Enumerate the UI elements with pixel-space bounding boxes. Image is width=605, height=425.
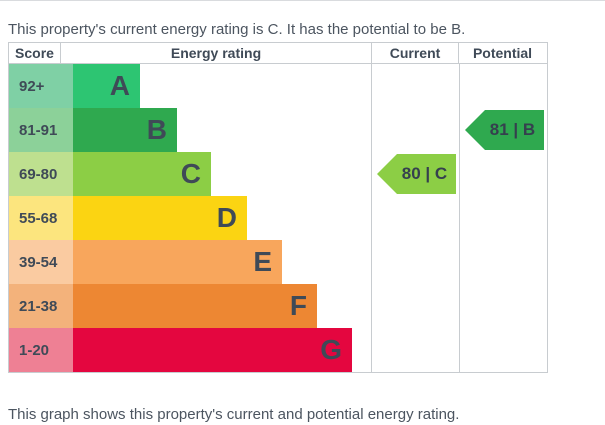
band-score-b: 81-91 [9, 108, 73, 152]
band-row-c: 69-80 C [9, 152, 547, 196]
band-bar-c: C [73, 152, 211, 196]
band-letter-d: D [216, 202, 237, 233]
band-score-f: 21-38 [9, 284, 73, 328]
band-letter-f: F [289, 290, 307, 321]
band-row-g: 1-20 G [9, 328, 547, 372]
energy-rating-chart: Score Energy rating Current Potential 92… [8, 42, 548, 373]
band-score-e: 39-54 [9, 240, 73, 284]
band-bar-b: B [73, 108, 177, 152]
band-bar-g: G [73, 328, 352, 372]
potential-column-divider [459, 64, 460, 372]
chart-body: 92+ A 81-91 B 69-80 C 55-68 D 39-54 E 21… [8, 64, 548, 373]
band-bar-e: E [73, 240, 282, 284]
current-rating-summary: This property's current energy rating is… [8, 21, 466, 38]
band-letter-b: B [146, 114, 167, 145]
band-row-d: 55-68 D [9, 196, 547, 240]
column-header-energy-rating: Energy rating [61, 43, 372, 63]
band-letter-g: G [320, 334, 342, 365]
graph-description: This graph shows this property's current… [8, 406, 460, 423]
column-header-potential: Potential [472, 45, 533, 61]
band-score-a: 92+ [9, 64, 73, 108]
band-letter-e: E [253, 246, 272, 277]
band-row-e: 39-54 E [9, 240, 547, 284]
band-bar-f: F [73, 284, 317, 328]
band-row-b: 81-91 B [9, 108, 547, 152]
column-header-score: Score [9, 43, 61, 63]
band-row-a: 92+ A [9, 64, 547, 108]
band-bar-a: A [73, 64, 140, 108]
current-column-divider [371, 64, 372, 372]
top-divider [0, 0, 605, 1]
band-row-f: 21-38 F [9, 284, 547, 328]
band-letter-c: C [180, 158, 201, 189]
band-letter-a: A [109, 70, 130, 101]
band-score-g: 1-20 [9, 328, 73, 372]
band-score-d: 55-68 [9, 196, 73, 240]
column-header-current: Current [372, 43, 459, 63]
band-bar-d: D [73, 196, 247, 240]
chart-header-row: Score Energy rating Current Potential [8, 42, 548, 64]
band-score-c: 69-80 [9, 152, 73, 196]
